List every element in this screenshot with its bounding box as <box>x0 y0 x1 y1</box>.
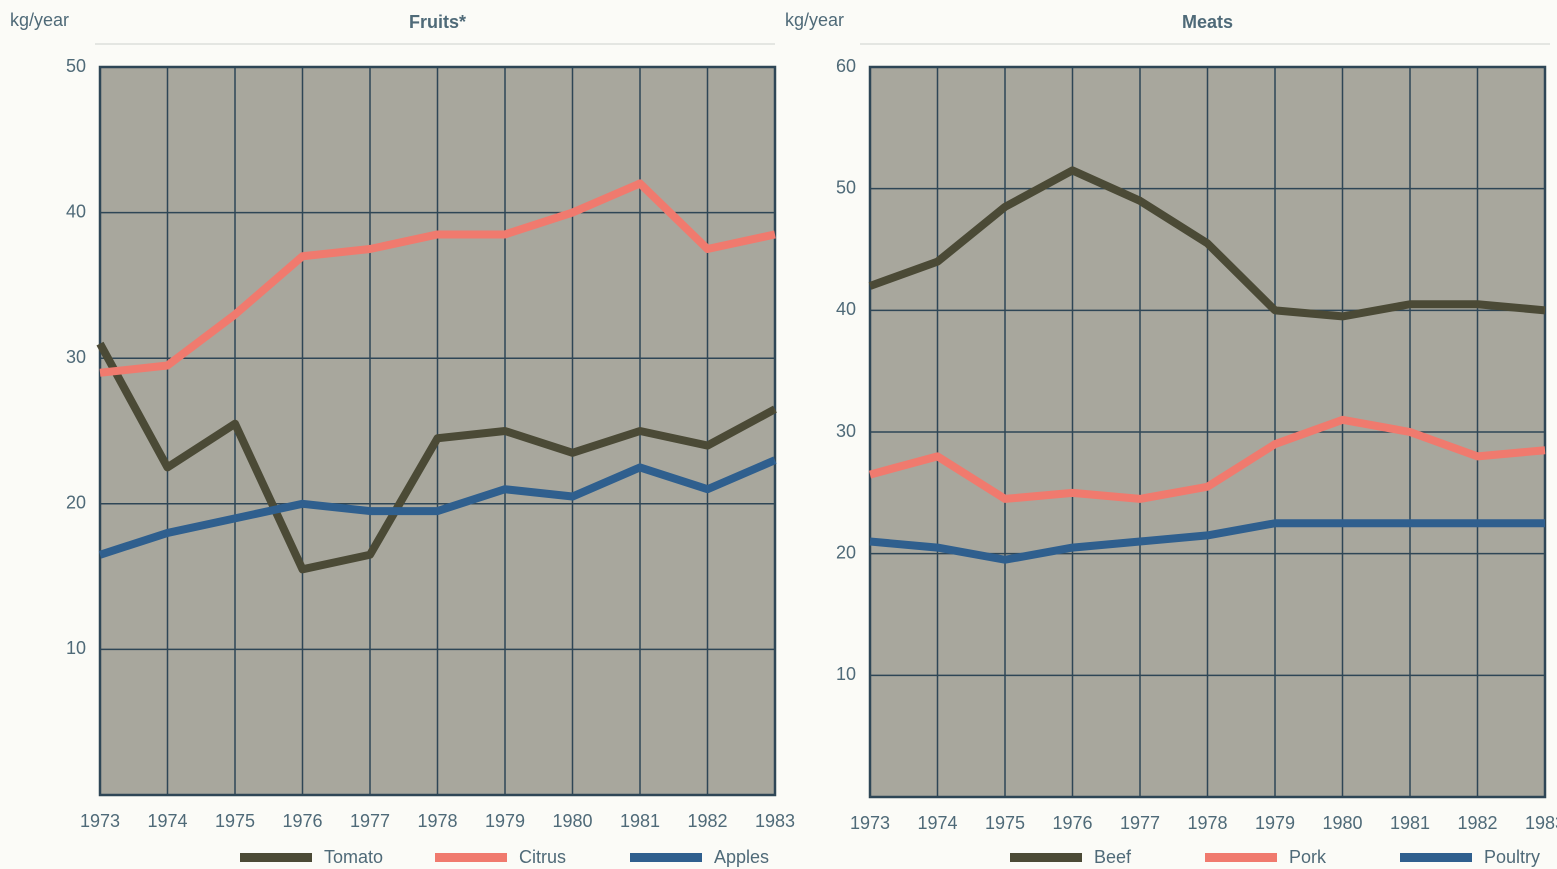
x-tick-label: 1977 <box>350 811 390 831</box>
legend-swatch <box>435 853 507 862</box>
legend-swatch <box>1010 853 1082 862</box>
legend-swatch <box>1400 853 1472 862</box>
y-tick-label: 50 <box>836 177 856 197</box>
x-tick-label: 1983 <box>1525 813 1557 833</box>
legend-label: Poultry <box>1484 847 1540 867</box>
plot-frame <box>868 65 1547 799</box>
x-tick-label: 1983 <box>755 811 795 831</box>
x-tick-label: 1980 <box>552 811 592 831</box>
y-tick-label: 60 <box>836 56 856 76</box>
legend-swatch <box>630 853 702 862</box>
y-axis-label: kg/year <box>10 10 69 30</box>
x-tick-label: 1982 <box>1457 813 1497 833</box>
y-tick-label: 10 <box>66 638 86 658</box>
y-tick-label: 40 <box>66 201 86 221</box>
x-tick-label: 1981 <box>620 811 660 831</box>
y-axis-label: kg/year <box>785 10 844 30</box>
x-tick-label: 1982 <box>687 811 727 831</box>
x-tick-label: 1980 <box>1322 813 1362 833</box>
x-tick-label: 1973 <box>850 813 890 833</box>
plot-frame <box>98 65 777 797</box>
x-tick-label: 1973 <box>80 811 120 831</box>
y-tick-label: 50 <box>66 56 86 76</box>
series-line <box>99 179 776 377</box>
x-tick-label: 1976 <box>282 811 322 831</box>
x-tick-label: 1975 <box>985 813 1025 833</box>
series-line <box>868 166 1546 321</box>
x-tick-label: 1974 <box>147 811 187 831</box>
x-tick-label: 1975 <box>215 811 255 831</box>
legend-swatch <box>1205 853 1277 862</box>
series-line <box>96 341 777 574</box>
y-tick-label: 40 <box>836 299 856 319</box>
series-line <box>869 519 1545 564</box>
legend-label: Beef <box>1094 847 1132 867</box>
x-tick-label: 1978 <box>1187 813 1227 833</box>
series-line <box>868 415 1546 503</box>
x-tick-label: 1979 <box>1255 813 1295 833</box>
chart-title: Meats <box>1182 12 1233 32</box>
legend-label: Citrus <box>519 847 566 867</box>
y-tick-label: 10 <box>836 664 856 684</box>
y-tick-label: 30 <box>836 421 856 441</box>
x-tick-label: 1978 <box>417 811 457 831</box>
x-tick-label: 1981 <box>1390 813 1430 833</box>
x-tick-label: 1977 <box>1120 813 1160 833</box>
legend-swatch <box>240 853 312 862</box>
legend-label: Tomato <box>324 847 383 867</box>
y-tick-label: 30 <box>66 347 86 367</box>
x-tick-label: 1979 <box>485 811 525 831</box>
series-line <box>98 456 777 559</box>
legend-label: Pork <box>1289 847 1327 867</box>
legend-label: Apples <box>714 847 769 867</box>
y-tick-label: 20 <box>66 493 86 513</box>
chart-title: Fruits* <box>409 12 466 32</box>
x-tick-label: 1974 <box>917 813 957 833</box>
x-tick-label: 1976 <box>1052 813 1092 833</box>
y-tick-label: 20 <box>836 542 856 562</box>
